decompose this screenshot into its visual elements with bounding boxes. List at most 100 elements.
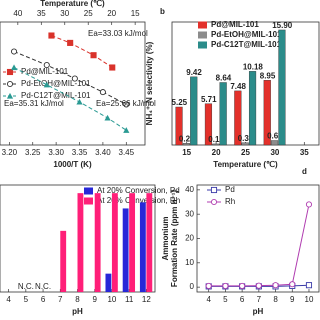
value-label: 7.48 bbox=[230, 82, 246, 91]
x-tick-label: 9 bbox=[290, 295, 295, 304]
legend-label: At 20% Conversion, Pd bbox=[97, 186, 180, 195]
bar bbox=[146, 193, 153, 292]
x-tick-label: 5 bbox=[24, 295, 29, 304]
x2-tick-label: 40 bbox=[13, 9, 22, 18]
x-tick-label: 30 bbox=[270, 148, 279, 157]
x-axis-label: 1000/T (K) bbox=[53, 160, 92, 169]
marker bbox=[123, 127, 130, 133]
value-label: 0.23 bbox=[179, 134, 195, 143]
legend-label: Pd-C12T@MIL-101 bbox=[21, 91, 91, 100]
x-tick-label: 3.30 bbox=[48, 148, 64, 157]
bar bbox=[122, 208, 129, 292]
bar bbox=[129, 193, 136, 292]
x-tick-label: 8 bbox=[75, 295, 80, 304]
x-tick-label: 9 bbox=[92, 295, 97, 304]
x2-tick-label: 20 bbox=[107, 9, 116, 18]
marker bbox=[109, 64, 116, 71]
x2-tick-label: 25 bbox=[84, 9, 93, 18]
marker bbox=[289, 281, 296, 288]
marker bbox=[10, 64, 18, 71]
annotation: Ea=25.66 kJ/mol bbox=[96, 99, 156, 108]
x-tick-label: 8 bbox=[273, 295, 278, 304]
x-tick-label: 5 bbox=[223, 295, 228, 304]
x-tick-label: 15 bbox=[182, 148, 191, 157]
legend-label: Pd bbox=[225, 185, 235, 194]
legend-marker bbox=[210, 198, 218, 206]
bar bbox=[77, 193, 84, 292]
legend-swatch bbox=[198, 31, 207, 39]
legend-swatch bbox=[84, 187, 93, 195]
value-label: 8.95 bbox=[260, 71, 276, 80]
x2-tick-label: 30 bbox=[60, 9, 69, 18]
bar bbox=[248, 71, 257, 146]
y-tick-label: 20 bbox=[185, 234, 194, 243]
bar bbox=[219, 82, 227, 146]
panel-label: d bbox=[302, 167, 307, 176]
marker bbox=[10, 48, 18, 55]
x-tick-label: 20 bbox=[212, 148, 221, 157]
legend-marker bbox=[210, 186, 218, 194]
x-tick-label: 3.45 bbox=[119, 148, 135, 157]
bar bbox=[94, 193, 101, 292]
bar bbox=[60, 230, 67, 292]
marker bbox=[99, 89, 106, 96]
y-tick-label: 0 bbox=[190, 282, 195, 291]
marker bbox=[255, 282, 262, 289]
x-tick-label: 12 bbox=[142, 295, 151, 304]
x-tick-label: 7 bbox=[58, 295, 63, 304]
x-tick-label: 10 bbox=[305, 295, 314, 304]
marker bbox=[205, 282, 212, 289]
marker bbox=[104, 114, 111, 121]
x-tick-label: 4 bbox=[6, 295, 11, 304]
annotation: N.C. bbox=[35, 282, 51, 291]
annotation: N.C. bbox=[18, 282, 34, 291]
legend-marker bbox=[6, 68, 14, 76]
value-label: 0.15 bbox=[208, 135, 224, 144]
y-axis-label: Ammonium bbox=[161, 217, 170, 261]
x-axis-label: pH bbox=[253, 307, 264, 316]
x-axis-label: Temperature (℃) bbox=[213, 160, 278, 169]
x-tick-label: 35 bbox=[300, 148, 309, 157]
legend-label: Pd@MIL-101 bbox=[211, 20, 259, 29]
value-label: 0.31 bbox=[238, 134, 254, 143]
annotation: Ea=33.03 kJ/mol bbox=[88, 29, 148, 38]
marker bbox=[239, 282, 246, 289]
y-axis-label: NH₄⁺-N selectivity (%) bbox=[145, 41, 154, 125]
value-label: 5.71 bbox=[201, 95, 217, 104]
bar bbox=[111, 193, 118, 292]
value-label: 8.64 bbox=[216, 74, 232, 83]
y-tick-label: 40 bbox=[185, 185, 194, 194]
marker bbox=[123, 101, 130, 108]
legend-swatch bbox=[198, 41, 207, 49]
x-tick-label: 4 bbox=[206, 295, 211, 304]
bar bbox=[234, 90, 242, 146]
x-tick-label: 6 bbox=[41, 295, 46, 304]
marker bbox=[305, 282, 313, 289]
y-tick-label: 30 bbox=[185, 209, 194, 218]
x2-axis-label: Temperature (℃) bbox=[40, 0, 105, 8]
marker bbox=[76, 98, 83, 105]
x-tick-label: 11 bbox=[125, 295, 134, 304]
bar bbox=[271, 140, 279, 146]
bar bbox=[263, 80, 271, 146]
legend-label: Pd-EtOH@MIL-101 bbox=[21, 79, 91, 88]
x-tick-label: 3.35 bbox=[72, 148, 88, 157]
bar bbox=[241, 142, 249, 146]
annotation: Ea=35.31 kJ/mol bbox=[4, 99, 64, 108]
legend-swatch bbox=[198, 21, 207, 29]
marker bbox=[222, 282, 229, 289]
x2-tick-label: 15 bbox=[131, 9, 140, 18]
marker bbox=[90, 52, 97, 59]
series-line bbox=[208, 204, 310, 287]
value-label: 5.25 bbox=[172, 98, 188, 107]
legend-label: At 20% Conversion, Rh bbox=[97, 196, 180, 205]
legend-label: Pd@MIL-101 bbox=[21, 67, 69, 76]
value-label: 15.90 bbox=[272, 21, 293, 30]
bar bbox=[204, 103, 213, 146]
y-axis-label: Formation Rate (ppm h⁻¹) bbox=[170, 190, 179, 287]
marker bbox=[305, 201, 313, 208]
series-line bbox=[51, 35, 113, 68]
marker bbox=[43, 62, 50, 69]
y-tick-label: 10 bbox=[185, 258, 194, 267]
